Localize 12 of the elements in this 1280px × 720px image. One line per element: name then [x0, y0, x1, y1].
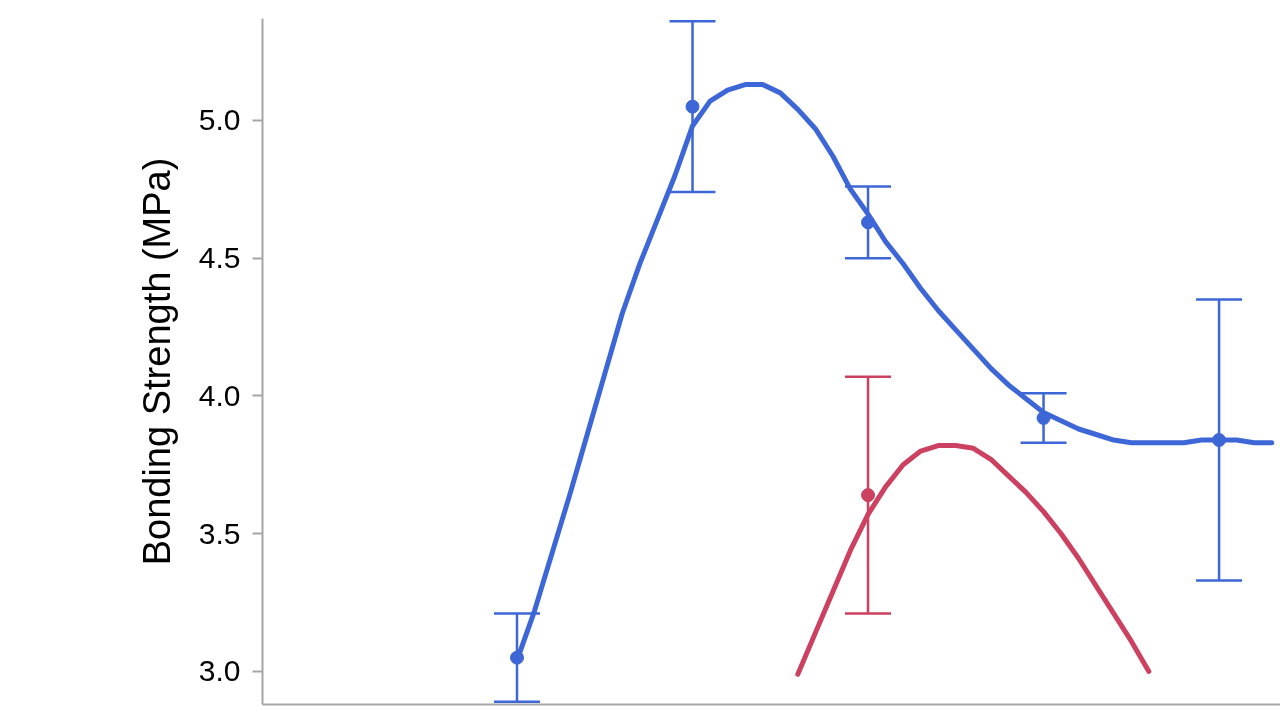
point [1212, 433, 1227, 448]
point [685, 99, 700, 114]
point [510, 650, 524, 665]
point [1036, 410, 1051, 425]
y-axis-title: Bonding Strength (MPa) [135, 157, 178, 566]
y-tick-label: 5.0 [198, 103, 241, 137]
y-tick-label: 3.0 [198, 654, 241, 688]
point [861, 488, 876, 503]
y-tick-label: 4.0 [198, 378, 241, 412]
y-tick-label: 3.5 [198, 516, 241, 550]
point [861, 215, 876, 230]
y-tick-label: 4.5 [198, 241, 241, 275]
